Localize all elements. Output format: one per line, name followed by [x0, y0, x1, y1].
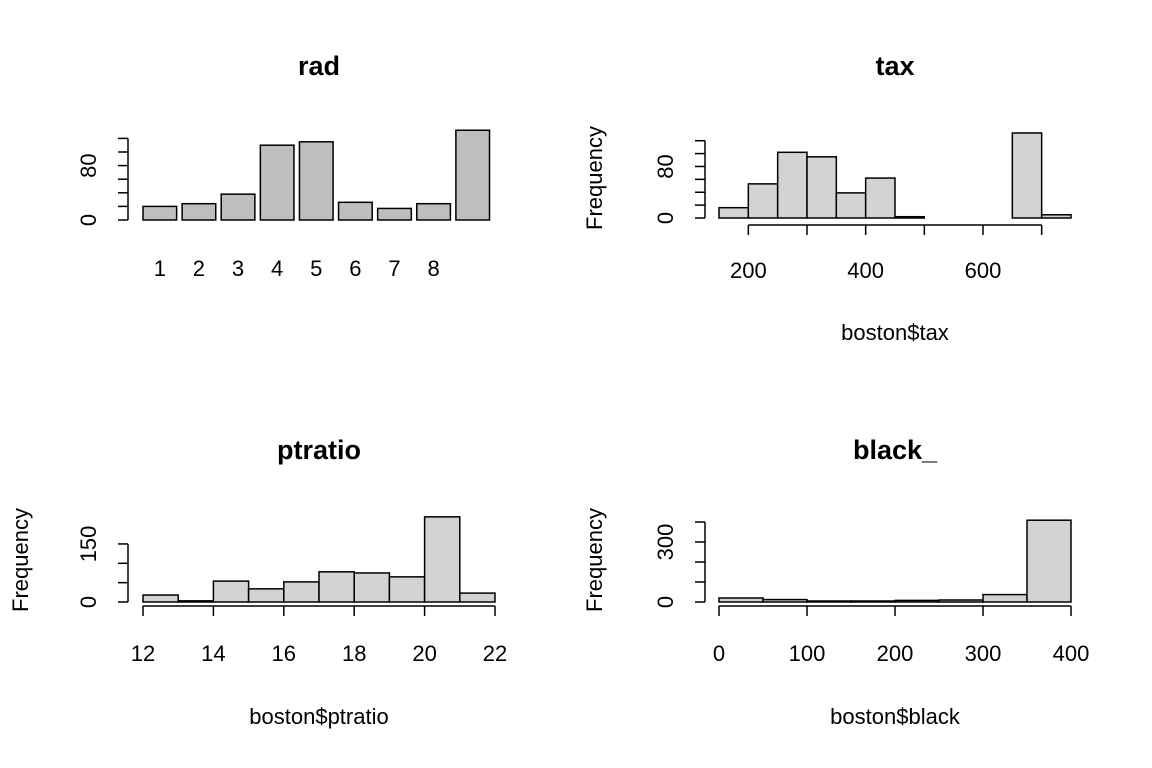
x-tick-label: 200 [730, 258, 767, 283]
x-tick-label: 2 [193, 256, 205, 281]
x-tick-label: 16 [272, 641, 296, 666]
bar [220, 193, 256, 221]
histogram-bar [353, 572, 391, 603]
x-axis-label: boston$tax [841, 320, 949, 345]
x-axis-label: boston$ptratio [249, 704, 388, 729]
x-tick-label: 0 [713, 641, 725, 666]
x-tick-label: 14 [201, 641, 225, 666]
histogram-bar [1040, 214, 1072, 219]
histogram-bar [864, 177, 896, 219]
histogram-bar [283, 581, 320, 603]
histogram-bar [747, 183, 779, 219]
histogram-bar [388, 576, 426, 603]
y-axis-label: Frequency [582, 508, 607, 612]
x-tick-label: 22 [483, 641, 507, 666]
histogram-bar [177, 600, 215, 603]
panel-title: rad [298, 51, 340, 81]
x-tick-label: 400 [847, 258, 884, 283]
y-tick-label: 0 [653, 596, 678, 608]
y-tick-label: 0 [653, 212, 678, 224]
histogram-bar [212, 580, 250, 603]
bar [416, 202, 452, 221]
x-tick-label: 400 [1053, 641, 1090, 666]
x-tick-label: 6 [349, 256, 361, 281]
histogram-bar [850, 600, 896, 603]
histogram-bar [718, 206, 750, 219]
histogram-bar [806, 600, 852, 603]
x-tick-label: 600 [965, 258, 1002, 283]
histogram-bar [806, 156, 838, 219]
panel-title: tax [875, 51, 914, 81]
histogram-bar [835, 192, 867, 219]
y-tick-label: 150 [76, 526, 101, 563]
bar [259, 144, 295, 221]
bar [181, 202, 217, 221]
histogram-bar [718, 597, 764, 603]
histogram-bar [894, 599, 940, 603]
x-tick-label: 3 [232, 256, 244, 281]
x-axis-label: boston$black [830, 704, 961, 729]
x-tick-label: 300 [965, 641, 1002, 666]
y-tick-label: 80 [76, 153, 101, 177]
y-tick-label: 0 [76, 214, 101, 226]
panel-title: black_ [853, 435, 938, 465]
y-tick-label: 300 [653, 524, 678, 561]
bar [337, 201, 373, 221]
histogram-bar [1011, 132, 1043, 219]
x-tick-label: 12 [131, 641, 155, 666]
histogram-bar [1026, 519, 1072, 603]
y-axis-label: Frequency [582, 126, 607, 230]
x-tick-label: 200 [877, 641, 914, 666]
histogram-bar [762, 598, 808, 603]
histogram-bar [982, 593, 1028, 603]
x-tick-label: 20 [412, 641, 436, 666]
y-tick-label: 0 [76, 596, 101, 608]
bar [142, 205, 178, 221]
histogram-bar [776, 151, 808, 219]
x-tick-label: 5 [310, 256, 322, 281]
histogram-bar [247, 588, 285, 603]
histogram-bar [894, 215, 926, 219]
histogram-bar [318, 571, 355, 603]
histogram-bar [938, 599, 984, 603]
histogram-bar [142, 594, 179, 603]
x-tick-label: 1 [154, 256, 166, 281]
histogram-bar [423, 516, 461, 603]
x-tick-label: 8 [427, 256, 439, 281]
y-tick-label: 80 [653, 154, 678, 178]
y-axis-label: Frequency [8, 508, 33, 612]
x-tick-label: 100 [789, 641, 826, 666]
panel-title: ptratio [277, 435, 361, 465]
bar [455, 129, 491, 221]
histogram-bar [459, 592, 496, 603]
bar [298, 141, 334, 221]
x-tick-label: 4 [271, 256, 283, 281]
x-tick-label: 7 [388, 256, 400, 281]
x-tick-label: 18 [342, 641, 366, 666]
bar [376, 207, 413, 221]
